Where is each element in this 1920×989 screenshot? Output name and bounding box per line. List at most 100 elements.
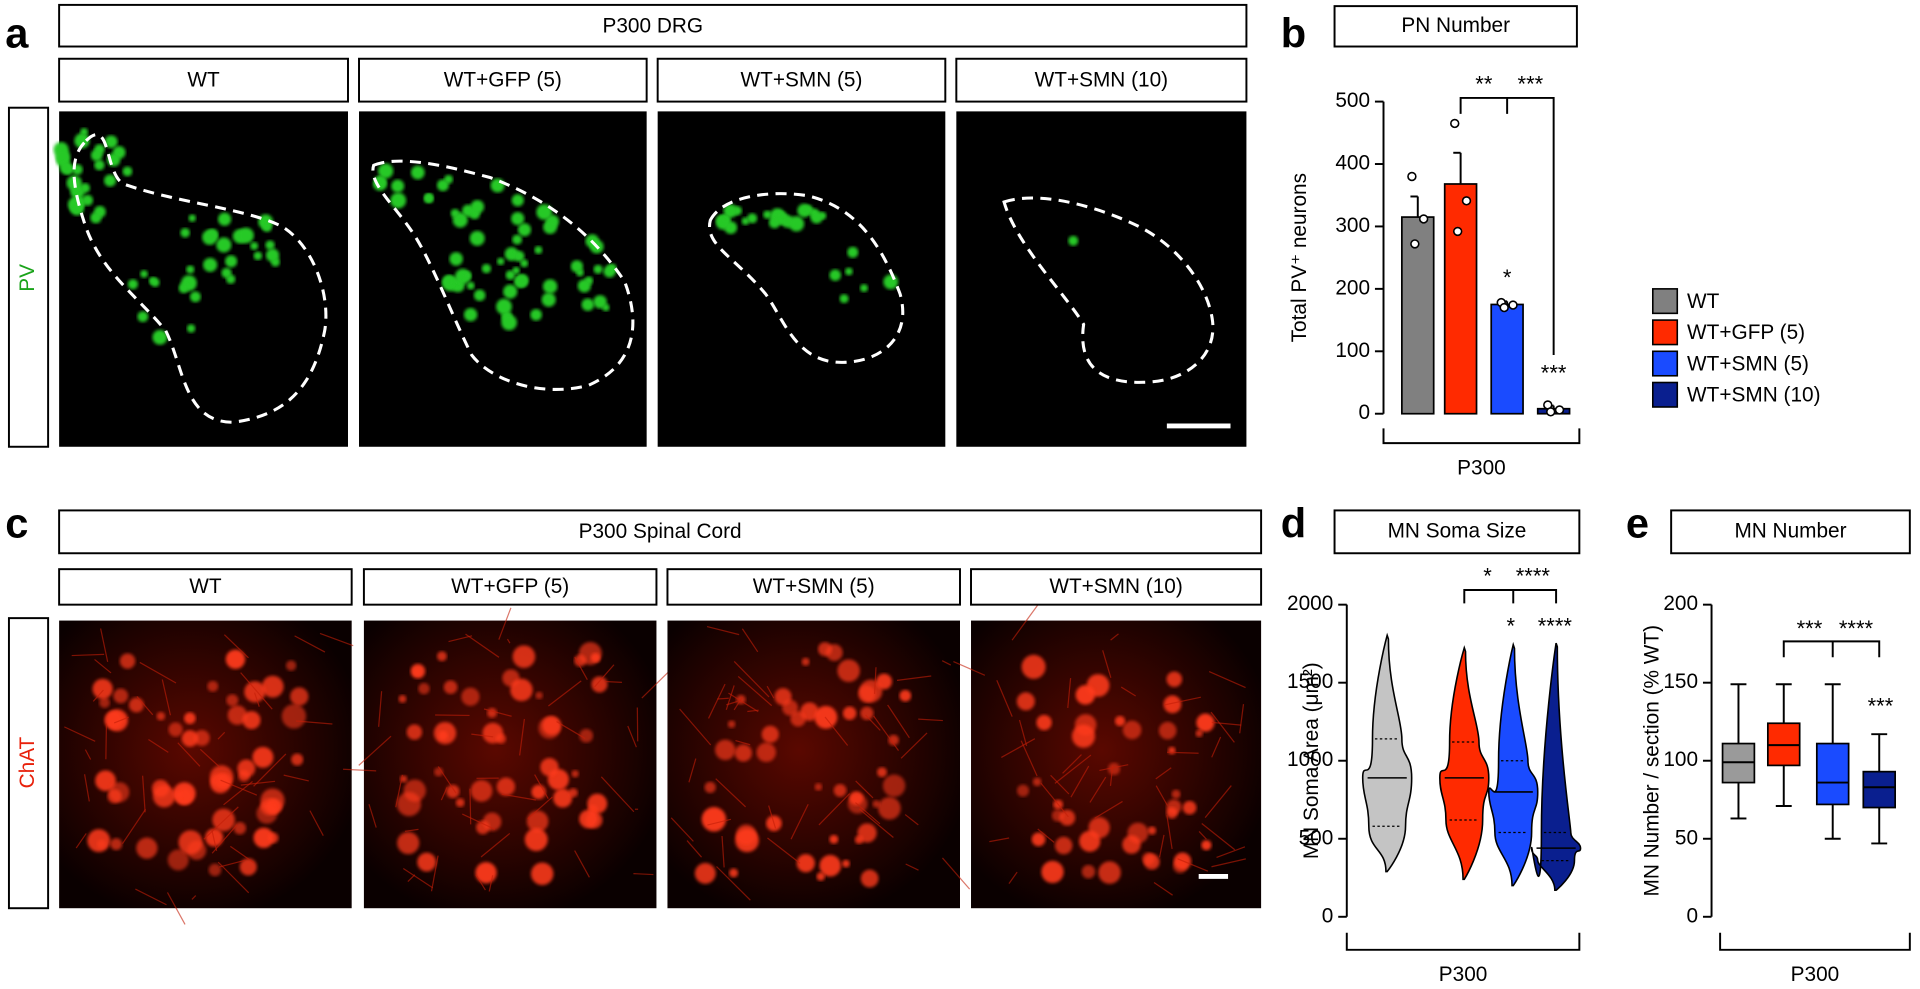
neurite bbox=[942, 857, 971, 890]
data-point bbox=[1407, 171, 1417, 182]
significance-label: **** bbox=[1839, 616, 1874, 641]
y-tick-label: 200 bbox=[1335, 276, 1370, 299]
panel-letter: c bbox=[5, 499, 28, 546]
neurite bbox=[488, 875, 494, 892]
neurite bbox=[1110, 633, 1119, 641]
neurite bbox=[75, 833, 87, 849]
neurite bbox=[728, 692, 759, 713]
pv-neuron bbox=[217, 212, 232, 226]
pv-neuron bbox=[74, 133, 90, 149]
motor-neuron bbox=[1088, 817, 1110, 839]
pv-neuron bbox=[104, 174, 117, 187]
motor-neuron bbox=[694, 862, 716, 884]
neurite bbox=[941, 660, 952, 666]
neurite bbox=[465, 633, 500, 658]
micrograph bbox=[59, 620, 354, 925]
neurite bbox=[217, 861, 250, 894]
neurite bbox=[1211, 736, 1222, 758]
motor-neuron bbox=[239, 858, 257, 876]
micrograph-background bbox=[956, 111, 1247, 447]
pv-neuron bbox=[505, 270, 516, 280]
column-label-box bbox=[970, 568, 1263, 606]
neurite bbox=[733, 696, 743, 711]
neurite bbox=[218, 859, 246, 868]
column-label: WT+SMN (5) bbox=[741, 68, 863, 91]
x-axis-label: P300 bbox=[1457, 456, 1506, 479]
neurite bbox=[1211, 721, 1242, 726]
neurite bbox=[295, 720, 333, 725]
motor-neuron bbox=[790, 711, 806, 727]
neurite bbox=[1109, 765, 1114, 787]
neurite bbox=[64, 726, 96, 742]
pv-neuron bbox=[520, 259, 529, 268]
neurite bbox=[404, 828, 419, 832]
motor-neuron bbox=[433, 721, 457, 745]
pv-neuron bbox=[150, 277, 160, 287]
pv-neuron bbox=[94, 159, 105, 171]
significance-bracket bbox=[1782, 640, 1881, 658]
neurite bbox=[407, 874, 416, 883]
neurite bbox=[766, 685, 775, 699]
motor-neuron bbox=[715, 739, 736, 761]
violin bbox=[1361, 632, 1413, 873]
pv-neuron bbox=[436, 179, 449, 192]
motor-neuron bbox=[1195, 729, 1203, 738]
pv-neuron bbox=[481, 263, 492, 274]
significance-bracket bbox=[1459, 96, 1555, 355]
motor-neuron bbox=[119, 653, 136, 669]
neurite bbox=[1037, 828, 1055, 843]
pv-neuron bbox=[104, 135, 118, 149]
pv-neuron bbox=[496, 257, 505, 266]
chart-title-box bbox=[1333, 509, 1581, 555]
neurite bbox=[161, 679, 172, 716]
chart-title: MN Number bbox=[1734, 519, 1846, 542]
neurite bbox=[715, 778, 747, 808]
column-label: WT+SMN (5) bbox=[753, 575, 875, 598]
motor-neuron bbox=[524, 828, 548, 852]
motor-neuron bbox=[574, 654, 587, 667]
neurite bbox=[905, 863, 919, 871]
motor-neuron bbox=[842, 706, 857, 720]
motor-neuron bbox=[756, 742, 776, 763]
drg-outline bbox=[707, 192, 905, 364]
neurite bbox=[1204, 785, 1232, 818]
micrograph bbox=[667, 620, 971, 909]
motor-neuron bbox=[878, 796, 901, 820]
motor-neuron bbox=[829, 834, 839, 844]
pv-neuron bbox=[517, 223, 532, 237]
neurite bbox=[319, 632, 354, 647]
y-tick-label: 300 bbox=[1335, 214, 1370, 237]
motor-neuron bbox=[579, 728, 594, 743]
motor-neuron bbox=[172, 782, 196, 805]
motor-neuron bbox=[285, 660, 297, 671]
neurite bbox=[483, 708, 512, 717]
pv-neuron bbox=[781, 215, 795, 228]
neurite bbox=[858, 808, 894, 838]
motor-neuron bbox=[727, 720, 736, 729]
pv-neuron bbox=[188, 214, 197, 222]
neurite bbox=[448, 635, 473, 643]
neurite bbox=[767, 837, 801, 864]
neurite bbox=[818, 793, 851, 826]
pv-neuron bbox=[490, 178, 505, 193]
significance-bracket bbox=[1463, 588, 1558, 604]
motor-neuron bbox=[1107, 762, 1121, 776]
neurite bbox=[1102, 650, 1112, 679]
motor-neuron bbox=[859, 679, 883, 703]
neurite bbox=[223, 781, 253, 806]
neurite bbox=[199, 748, 221, 769]
motor-neuron bbox=[290, 687, 309, 706]
motor-neuron bbox=[1182, 800, 1197, 815]
x-axis-label: P300 bbox=[1439, 963, 1488, 986]
column-label: WT+SMN (10) bbox=[1035, 68, 1168, 91]
neurite bbox=[240, 780, 276, 786]
neurite bbox=[1040, 782, 1069, 818]
y-tick-label: 0 bbox=[1686, 904, 1698, 927]
legend-swatch bbox=[1651, 381, 1679, 408]
neurite bbox=[1011, 603, 1040, 641]
neurite bbox=[1210, 711, 1235, 743]
motor-neuron bbox=[774, 688, 792, 706]
motor-neuron bbox=[95, 770, 116, 792]
significance-label: **** bbox=[1516, 564, 1551, 589]
